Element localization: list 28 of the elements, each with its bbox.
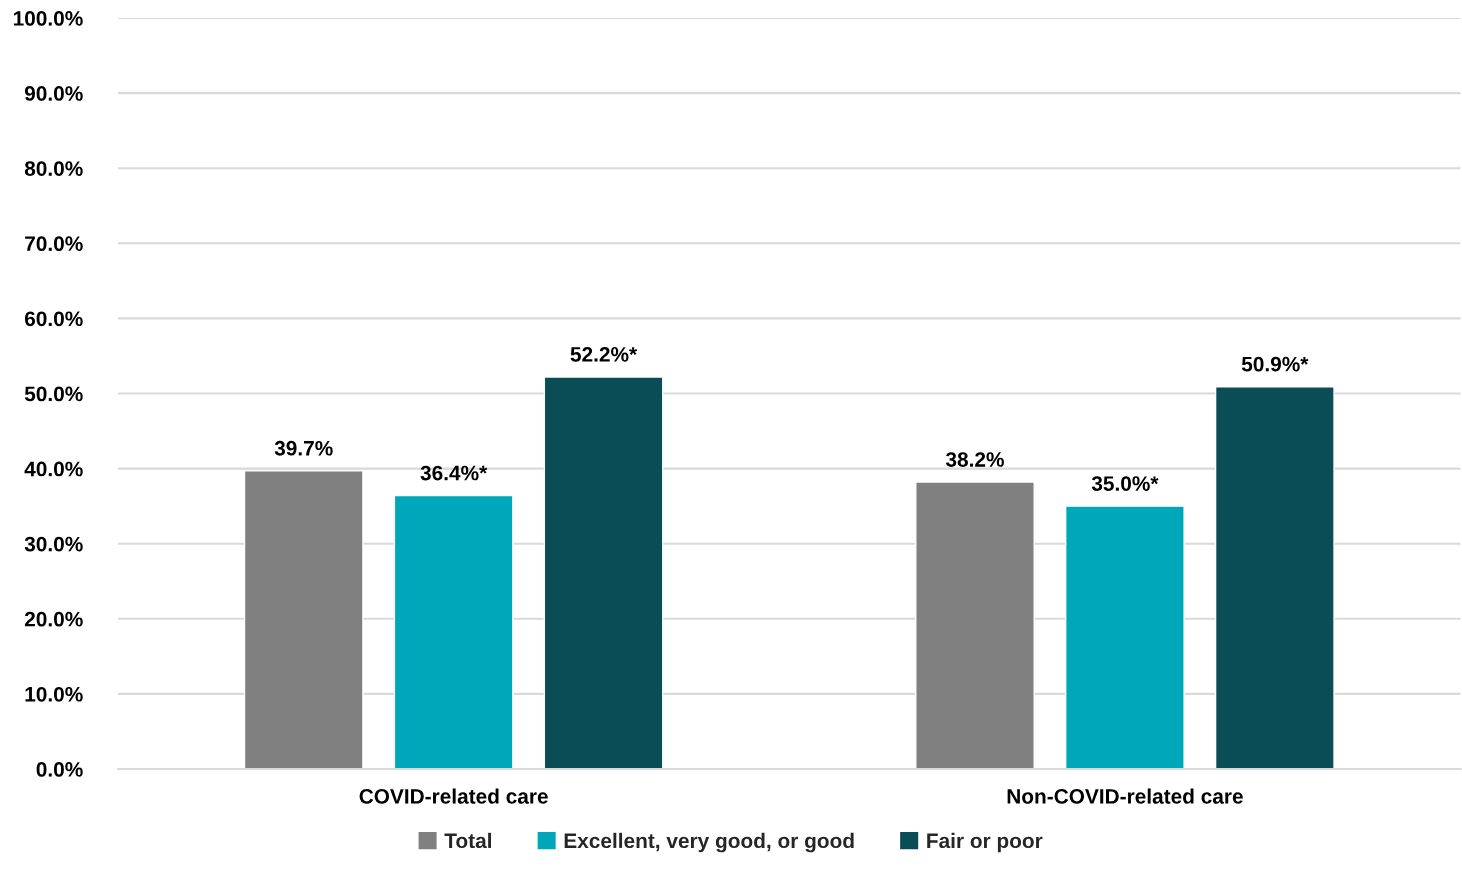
bar bbox=[1064, 505, 1185, 769]
bar bbox=[915, 481, 1035, 769]
y-tick-label: 80.0% bbox=[24, 161, 83, 176]
bar bbox=[243, 470, 364, 769]
data-label: 36.4%* bbox=[420, 465, 488, 481]
y-tick-label: 70.0% bbox=[25, 236, 83, 252]
y-tick-label: 10.0% bbox=[25, 686, 83, 702]
y-tick-label: 30.0% bbox=[24, 536, 83, 552]
legend-label: Excellent, very good, or good bbox=[564, 832, 854, 853]
data-label: 38.2% bbox=[945, 452, 1004, 467]
legend-label: Total bbox=[444, 832, 492, 849]
bar bbox=[543, 376, 664, 769]
legend-label: Fair or poor bbox=[927, 832, 1043, 853]
bar bbox=[1214, 386, 1335, 769]
y-tick-label: 60.0% bbox=[24, 311, 83, 327]
bar bbox=[393, 494, 514, 769]
y-tick-label: 20.0% bbox=[24, 611, 83, 627]
x-tick-label: COVID-related care bbox=[359, 788, 548, 804]
y-tick-label: 0.0% bbox=[36, 762, 83, 777]
y-tick-label: 40.0% bbox=[24, 461, 83, 477]
data-label: 39.7% bbox=[274, 440, 333, 456]
data-label: 50.9%* bbox=[1241, 356, 1309, 372]
y-tick-label: 50.0% bbox=[24, 386, 83, 402]
x-tick-label: Non-COVID-related care bbox=[1007, 788, 1243, 804]
data-label: 35.0%* bbox=[1091, 476, 1159, 491]
data-label: 52.2%* bbox=[570, 347, 638, 362]
y-tick-label: 100.0% bbox=[13, 11, 83, 26]
y-tick-label: 90.0% bbox=[24, 86, 83, 101]
